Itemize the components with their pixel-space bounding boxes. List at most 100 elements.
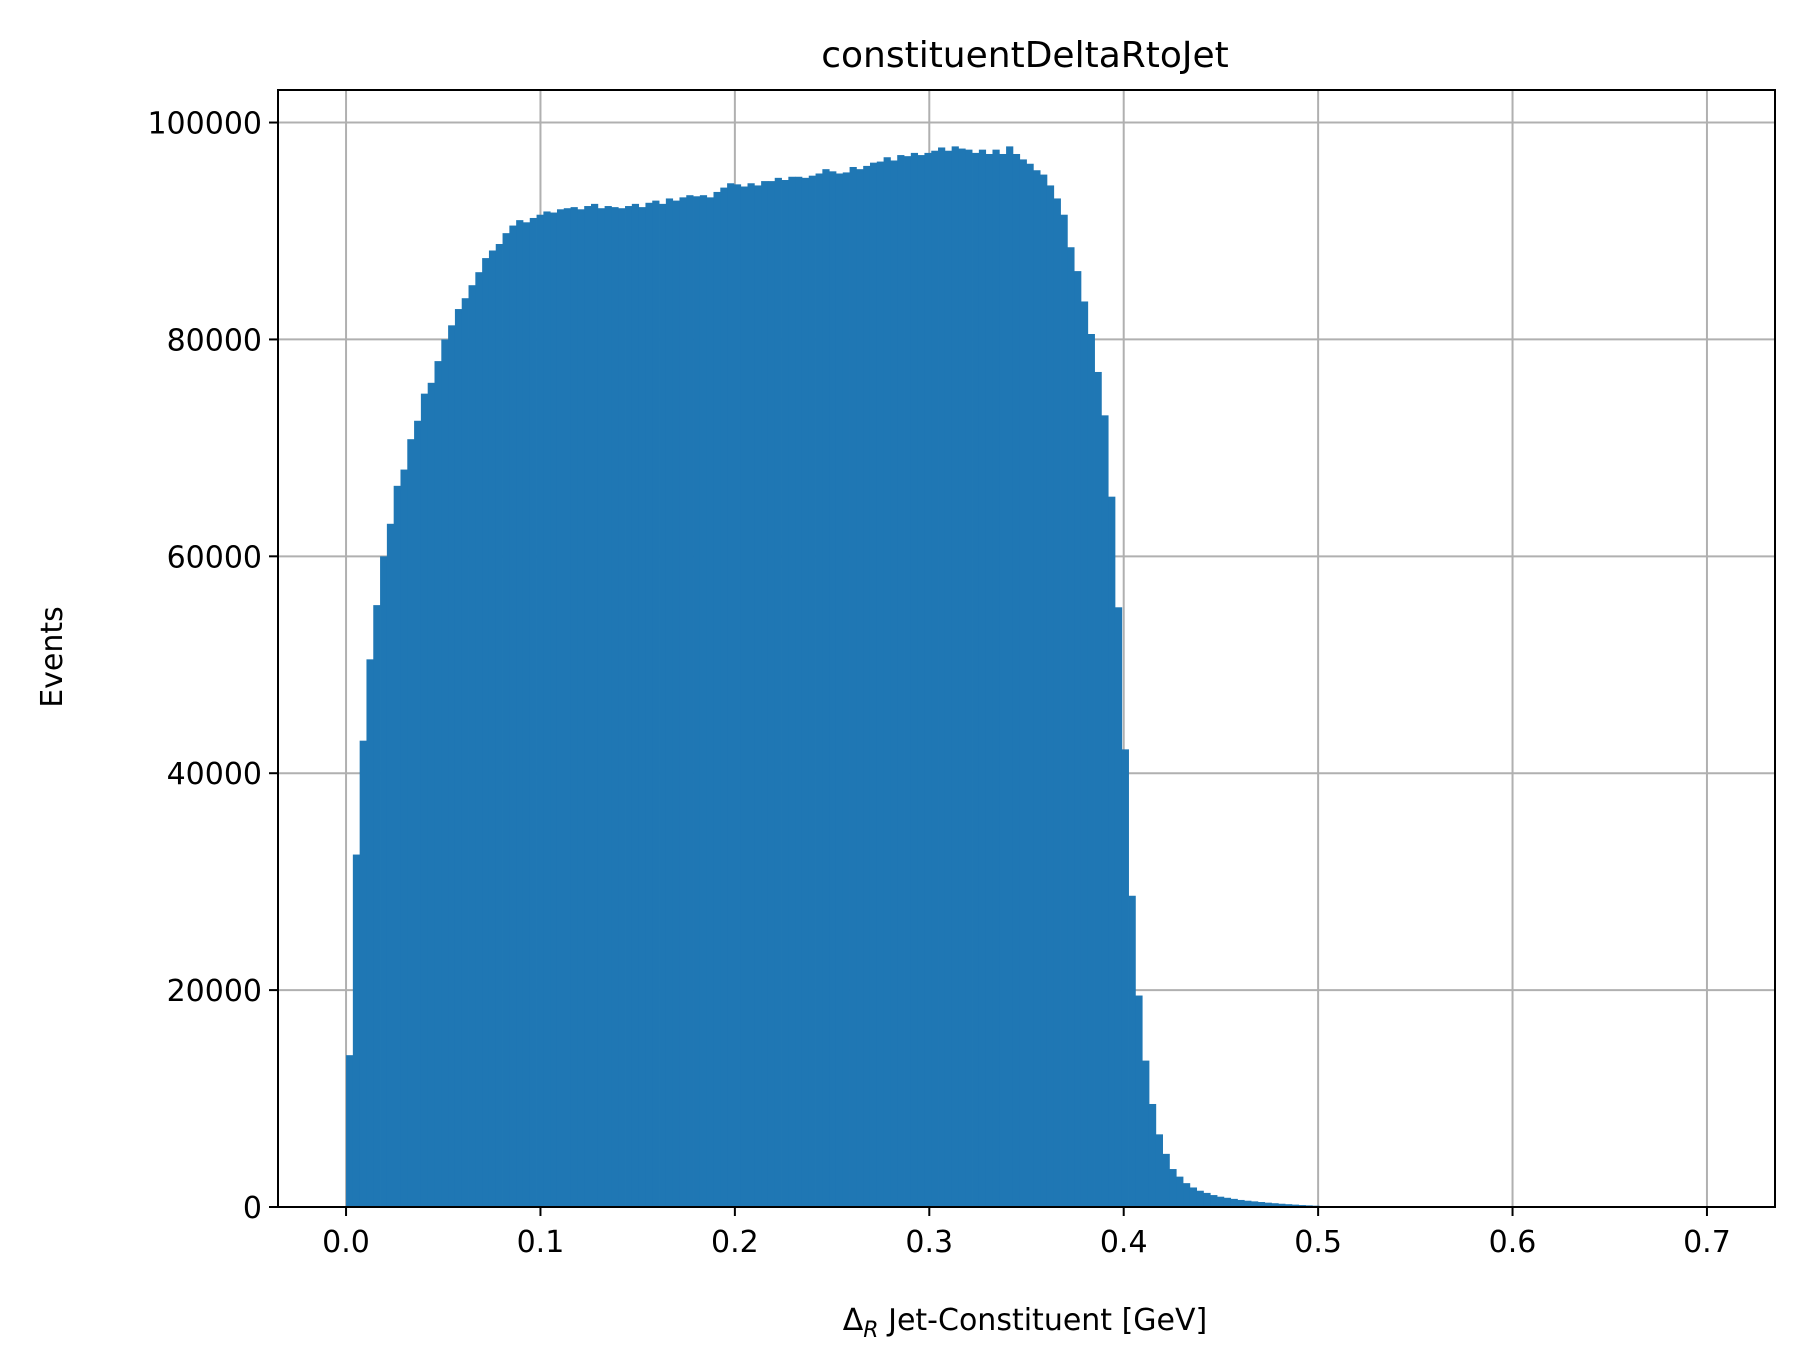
histogram-bar bbox=[1155, 1134, 1163, 1207]
histogram-bar bbox=[1026, 163, 1034, 1208]
y-axis-ticks: 0 20000 40000 60000 80000 100000 bbox=[147, 107, 278, 1226]
histogram-bar bbox=[373, 605, 381, 1207]
histogram-bars bbox=[346, 146, 1361, 1208]
histogram-bar bbox=[876, 161, 885, 1208]
histogram-bar bbox=[869, 162, 878, 1208]
histogram-bar bbox=[795, 176, 803, 1207]
histogram-bar bbox=[910, 152, 919, 1207]
histogram-bar bbox=[543, 211, 551, 1207]
histogram-bar bbox=[448, 325, 456, 1208]
histogram-bar bbox=[488, 250, 497, 1207]
histogram-bar bbox=[1162, 1153, 1170, 1207]
histogram-bar bbox=[393, 485, 401, 1208]
histogram-bar bbox=[1040, 174, 1048, 1207]
histogram-bar bbox=[1176, 1176, 1184, 1207]
histogram-bar bbox=[584, 206, 592, 1208]
histogram-bar bbox=[904, 156, 912, 1207]
x-tick-label: 0.2 bbox=[711, 1225, 759, 1260]
histogram-bar bbox=[1128, 895, 1136, 1207]
histogram-bar bbox=[856, 169, 864, 1207]
histogram-bar bbox=[863, 165, 871, 1208]
histogram-bar bbox=[883, 157, 891, 1207]
histogram-bar bbox=[475, 272, 483, 1207]
histogram-bar bbox=[1210, 1195, 1218, 1207]
histogram-bar bbox=[570, 207, 578, 1208]
histogram-bar bbox=[577, 209, 585, 1207]
histogram-bar bbox=[611, 207, 619, 1208]
histogram-bar bbox=[679, 197, 687, 1208]
histogram-bar bbox=[1217, 1196, 1225, 1207]
histogram-bar bbox=[1135, 995, 1143, 1207]
histogram-bar bbox=[591, 203, 599, 1208]
histogram-bar bbox=[625, 206, 633, 1208]
histogram-bar bbox=[1196, 1190, 1204, 1207]
histogram-bar bbox=[516, 220, 524, 1207]
histogram-bar bbox=[407, 439, 415, 1207]
histogram-bar bbox=[754, 185, 762, 1208]
x-axis-label: ΔR Jet-Constituent [GeV] bbox=[843, 1303, 1207, 1343]
histogram-bar bbox=[917, 155, 925, 1207]
histogram-bar bbox=[1169, 1169, 1177, 1207]
histogram-bar bbox=[972, 152, 980, 1207]
histogram-bar bbox=[1237, 1199, 1245, 1207]
histogram-bar bbox=[733, 184, 742, 1208]
histogram-bar bbox=[897, 155, 905, 1207]
histogram-bar bbox=[849, 166, 857, 1208]
histogram-bar bbox=[747, 183, 755, 1207]
histogram-bar bbox=[781, 180, 789, 1207]
histogram-bar bbox=[965, 149, 973, 1207]
histogram-bar bbox=[665, 198, 674, 1208]
histogram-bar bbox=[454, 309, 463, 1207]
y-tick-label: 0 bbox=[243, 1191, 262, 1226]
histogram-bar bbox=[767, 181, 776, 1208]
histogram-bar bbox=[801, 177, 810, 1207]
x-axis-label-text: Jet-Constituent [GeV] bbox=[879, 1303, 1208, 1338]
histogram-bar bbox=[468, 285, 476, 1208]
histogram-bar bbox=[482, 258, 490, 1207]
histogram-bar bbox=[951, 146, 959, 1208]
histogram-bar bbox=[706, 197, 714, 1208]
y-tick-label: 100000 bbox=[147, 107, 262, 142]
x-tick-label: 0.7 bbox=[1683, 1225, 1731, 1260]
histogram-bar bbox=[536, 214, 544, 1207]
histogram-bar bbox=[1183, 1183, 1191, 1207]
histogram-bar bbox=[1121, 749, 1129, 1207]
histogram-bar bbox=[1203, 1192, 1211, 1207]
histogram-bar bbox=[556, 209, 565, 1207]
histogram-bar bbox=[672, 200, 680, 1207]
histogram-bar bbox=[1101, 415, 1109, 1207]
histogram-bar bbox=[992, 149, 1000, 1207]
histogram-bar bbox=[835, 173, 844, 1207]
histogram-bar bbox=[815, 173, 823, 1207]
histogram-bar bbox=[652, 200, 660, 1207]
histogram-bar bbox=[604, 206, 612, 1208]
histogram-bar bbox=[774, 177, 782, 1207]
plot-frame bbox=[277, 89, 1776, 1208]
histogram-bar bbox=[740, 186, 748, 1208]
histogram-bar bbox=[1108, 496, 1116, 1207]
histogram-bar bbox=[461, 298, 469, 1207]
histogram-bar bbox=[550, 212, 558, 1207]
y-tick-label: 60000 bbox=[167, 540, 262, 575]
histogram-bar bbox=[693, 196, 701, 1208]
histogram-bar bbox=[618, 208, 626, 1208]
histogram-bar bbox=[522, 222, 531, 1207]
histogram-bar bbox=[999, 153, 1007, 1207]
histogram-bar bbox=[1012, 153, 1021, 1207]
histogram-bar bbox=[1019, 159, 1027, 1208]
histogram-bar bbox=[352, 854, 361, 1207]
histogram-bar bbox=[1060, 214, 1068, 1207]
histogram-bar bbox=[1291, 1204, 1300, 1207]
histogram-bar bbox=[420, 393, 429, 1207]
histogram-bar bbox=[829, 171, 837, 1207]
histogram-bar bbox=[386, 523, 395, 1207]
histogram-bar bbox=[686, 195, 694, 1207]
histogram-bar bbox=[1244, 1200, 1252, 1207]
histogram-bar bbox=[1067, 247, 1075, 1208]
histogram-bar bbox=[1080, 301, 1089, 1207]
histogram-bar bbox=[985, 153, 993, 1207]
x-tick-label: 0.6 bbox=[1489, 1225, 1537, 1260]
histogram-bar bbox=[938, 147, 946, 1208]
histogram-bar bbox=[380, 556, 388, 1207]
histogram-bar bbox=[713, 191, 721, 1207]
